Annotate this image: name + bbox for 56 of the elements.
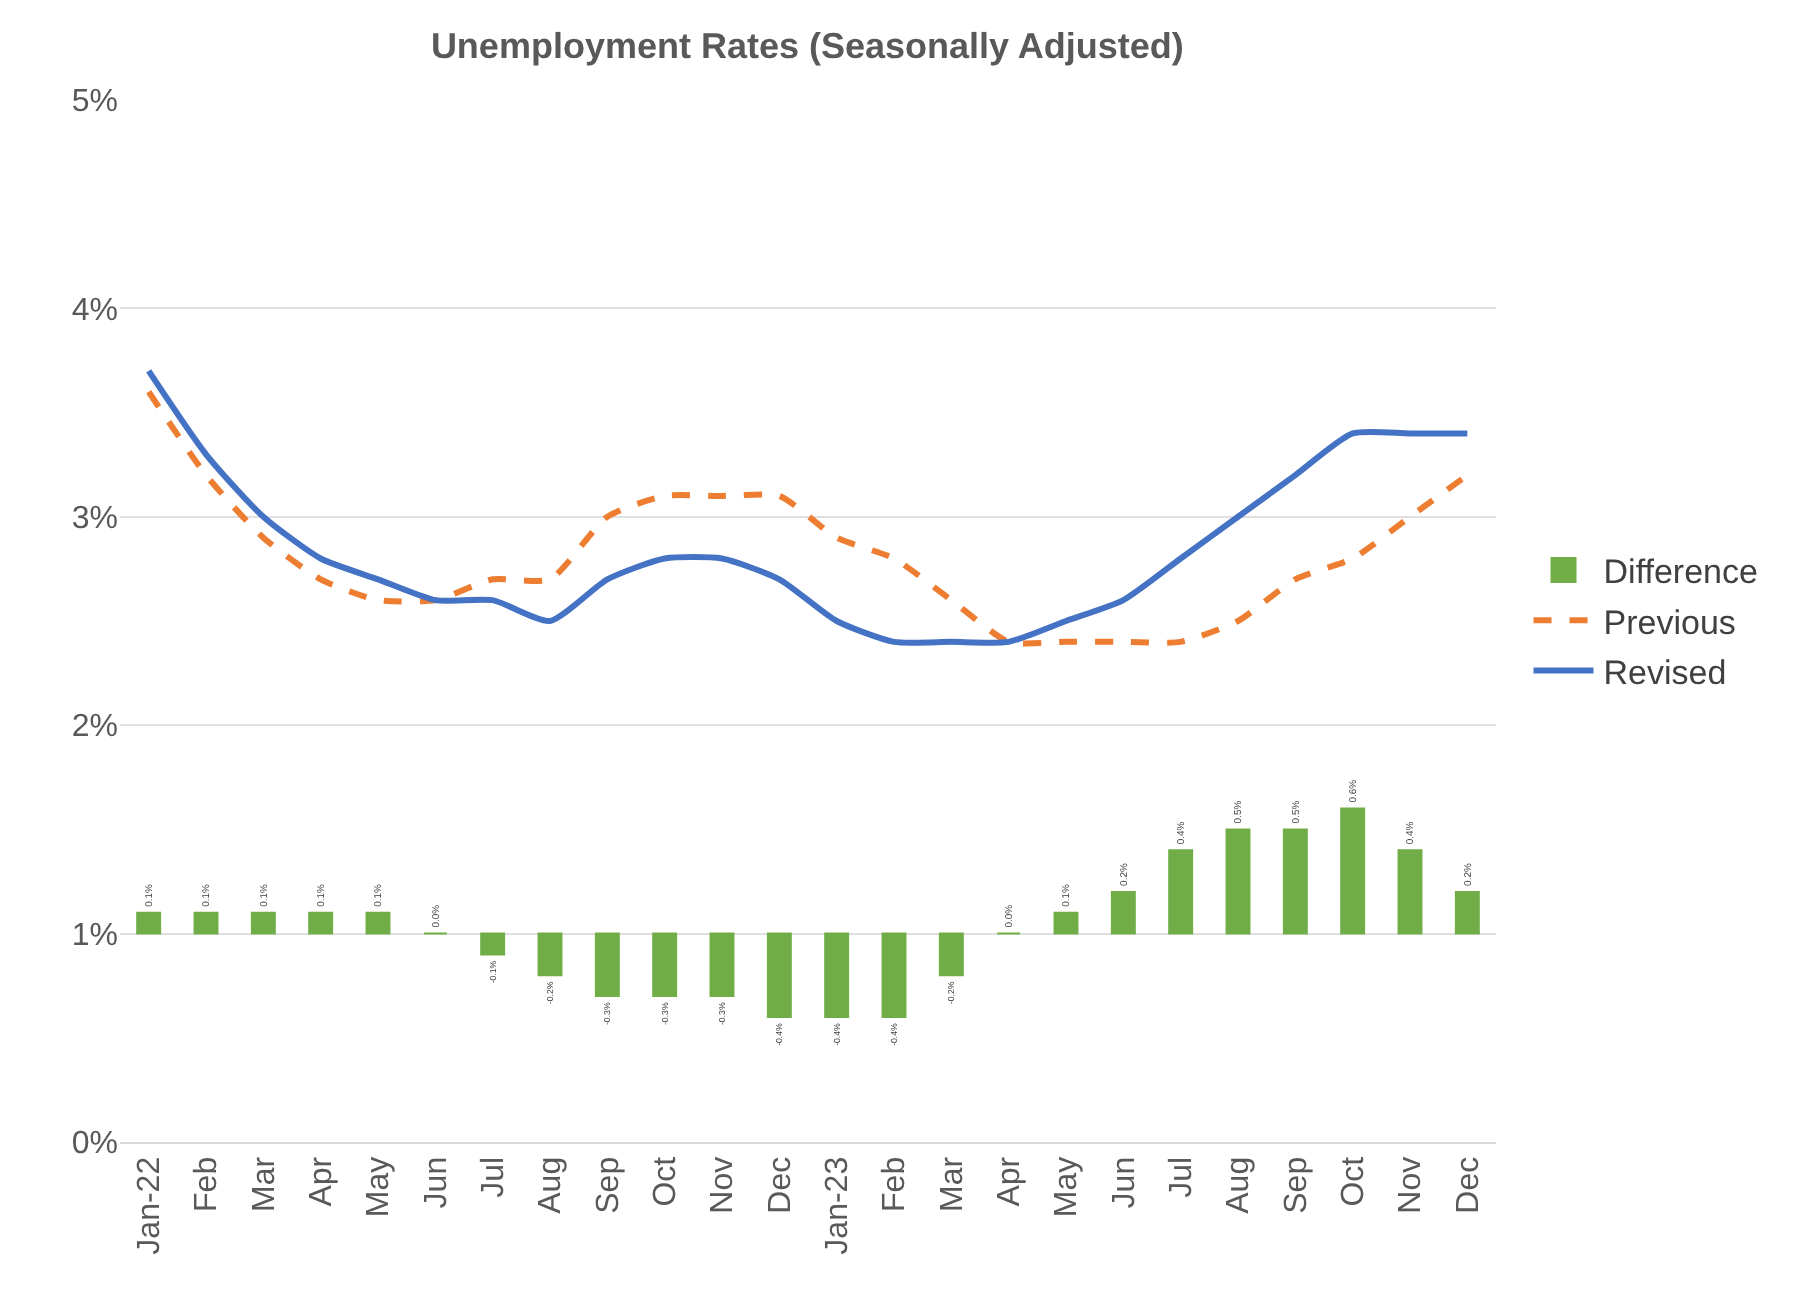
- y-tick-label: 4%: [71, 293, 118, 328]
- x-tick-label: Dec: [763, 1156, 798, 1214]
- x-tick-label: Feb: [878, 1156, 913, 1212]
- bar: [1454, 890, 1480, 935]
- y-tick-label: 3%: [71, 502, 118, 536]
- x-tick-label: Oct: [1337, 1155, 1372, 1207]
- x-tick-label: Dec: [1451, 1156, 1486, 1214]
- bar: [1282, 828, 1308, 935]
- legend-label: Difference: [1603, 553, 1758, 592]
- x-tick-label: Sep: [1279, 1156, 1314, 1214]
- bar: [881, 932, 907, 1018]
- x-tick-label: May: [1050, 1156, 1085, 1218]
- x-tick-label: Mar: [935, 1155, 970, 1212]
- x-tick-label: Jun: [419, 1156, 454, 1209]
- bar: [938, 932, 964, 977]
- x-tick-label: Jul: [1165, 1156, 1200, 1198]
- x-tick-label: Jul: [477, 1156, 512, 1198]
- x-tick-label: Nov: [1394, 1156, 1429, 1214]
- y-tick-label: 1%: [71, 918, 118, 953]
- x-tick-label: Aug: [534, 1156, 569, 1214]
- x-tick-label: Nov: [706, 1156, 741, 1214]
- bar: [766, 932, 792, 1018]
- bar: [1397, 849, 1423, 935]
- x-tick-label: Aug: [1222, 1156, 1257, 1214]
- x-tick-label: Sep: [591, 1156, 626, 1214]
- bar: [1340, 807, 1366, 935]
- y-tick-label: 2%: [71, 710, 118, 745]
- y-tick-label: 5%: [71, 85, 118, 120]
- bar: [1053, 911, 1079, 935]
- x-tick-label: Jan-23: [821, 1156, 856, 1255]
- bar: [652, 932, 678, 998]
- bar: [250, 911, 276, 935]
- bar: [480, 932, 506, 956]
- x-tick-label: Apr: [305, 1155, 340, 1207]
- bar: [193, 911, 219, 935]
- bar: [1225, 828, 1251, 935]
- bar: [594, 932, 620, 998]
- bar: [1110, 890, 1136, 935]
- bar: [824, 932, 850, 1018]
- x-tick-label: May: [362, 1156, 397, 1218]
- bar: [365, 911, 391, 935]
- bar: [136, 911, 162, 935]
- x-tick-label: Apr: [993, 1155, 1028, 1207]
- x-tick-label: Mar: [247, 1155, 282, 1212]
- bar: [308, 911, 334, 935]
- x-tick-label: Oct: [649, 1155, 684, 1207]
- x-tick-label: Jan-22: [133, 1156, 168, 1255]
- x-tick-label: Jun: [1107, 1156, 1142, 1209]
- x-tick-label: Feb: [190, 1156, 225, 1212]
- legend-label: Previous: [1603, 603, 1736, 642]
- y-tick-label: 0%: [71, 1127, 118, 1162]
- bar: [537, 932, 563, 977]
- bar: [709, 932, 735, 998]
- chart-title: Unemployment Rates (Seasonally Adjusted): [430, 26, 1184, 66]
- bar: [1168, 849, 1194, 935]
- legend-label: Revised: [1603, 653, 1727, 692]
